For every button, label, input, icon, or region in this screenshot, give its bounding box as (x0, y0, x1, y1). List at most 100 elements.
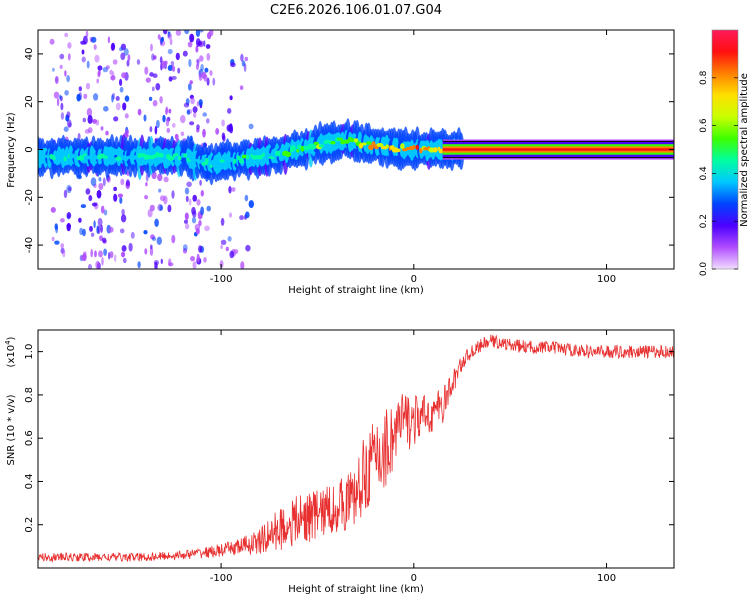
ridge-peak (198, 160, 203, 164)
noise-blob (156, 119, 160, 129)
noise-blob (103, 209, 108, 216)
y-tick-label: 1.0 (24, 344, 35, 360)
noise-blob (231, 187, 236, 192)
ridge-peak (365, 141, 372, 145)
ridge-peak (296, 149, 300, 153)
noise-blob (177, 67, 181, 74)
x-tick-label: 100 (597, 274, 616, 285)
spectrogram-y-axis: -40 -20 0 20 40 (24, 48, 674, 253)
noise-blob (109, 69, 113, 76)
noise-blob (127, 54, 131, 62)
noise-blob (203, 257, 207, 263)
noise-blob (199, 179, 202, 186)
noise-blob (90, 177, 97, 187)
noise-blob (196, 253, 200, 263)
noise-blob (113, 193, 118, 202)
noise-blob (187, 41, 193, 48)
noise-blob (157, 173, 163, 182)
noise-blob (204, 67, 209, 73)
noise-blob (91, 36, 97, 43)
noise-blob (244, 194, 249, 202)
noise-blob (151, 86, 155, 92)
noise-blob (87, 114, 93, 124)
ridge-peak (300, 145, 305, 152)
noise-blob (88, 195, 93, 202)
noise-blob (200, 190, 204, 197)
noise-blob (240, 53, 244, 62)
noise-blob (190, 96, 195, 105)
noise-blob (143, 114, 147, 122)
noise-blob (151, 171, 157, 180)
noise-blob (137, 108, 142, 116)
ridge-peak (204, 157, 209, 164)
noise-blob (83, 93, 88, 100)
noise-blob (107, 36, 111, 44)
noise-blob (82, 117, 87, 123)
ridge-peak (238, 158, 244, 164)
noise-blob (101, 237, 107, 243)
noise-blob (120, 52, 126, 61)
ridge-peak (433, 147, 438, 153)
noise-blob (82, 228, 86, 237)
noise-blob (222, 135, 226, 142)
noise-blob (167, 65, 173, 71)
noise-blob (88, 263, 92, 269)
steady-line-band (442, 148, 674, 151)
noise-blob (215, 127, 220, 135)
noise-blob (60, 243, 65, 249)
y-tick-label: 0.8 (24, 387, 35, 403)
noise-blob (167, 204, 172, 213)
ridge-peak (183, 153, 188, 158)
noise-blob (51, 236, 55, 242)
noise-blob (163, 176, 169, 183)
noise-blob (202, 112, 207, 117)
ridge-peak (109, 152, 114, 157)
noise-blob (78, 86, 83, 92)
noise-blob (205, 44, 211, 49)
noise-blob (192, 106, 198, 113)
noise-blob (244, 56, 249, 62)
ridge-peak (173, 153, 179, 157)
noise-blob (162, 114, 166, 123)
ridge-peak (86, 156, 94, 160)
noise-blob (248, 200, 254, 209)
noise-blob (151, 53, 155, 61)
noise-blob (93, 93, 99, 101)
noise-blob (82, 251, 87, 258)
noise-blob (67, 53, 71, 61)
noise-blob (201, 71, 207, 79)
noise-blob (96, 78, 99, 84)
noise-blob (67, 186, 72, 192)
noise-blob (101, 256, 104, 266)
noise-blob (119, 228, 125, 234)
ridge-peak (330, 140, 336, 145)
noise-blob (158, 188, 162, 193)
colorbar: 0.0 0.2 0.4 0.6 0.8 Normalized spectral ampl… (699, 29, 750, 276)
noise-blob (119, 86, 124, 93)
noise-blob (171, 234, 176, 244)
noise-blob (196, 124, 200, 130)
ridge-peak (59, 154, 65, 161)
noise-blob (120, 178, 125, 186)
noise-blob (120, 214, 127, 223)
noise-blob (121, 245, 127, 252)
noise-blob (230, 62, 236, 68)
noise-blob (115, 102, 121, 111)
ridge-peak (233, 158, 237, 164)
noise-blob (105, 130, 109, 136)
colorbar-tick-label: 0.8 (699, 70, 709, 85)
noise-blob (154, 218, 159, 227)
noise-blob (54, 76, 59, 84)
noise-blob (60, 247, 65, 254)
ridge-peak (318, 144, 325, 148)
noise-blob (206, 77, 210, 86)
noise-blob (162, 30, 168, 35)
noise-blob (195, 38, 201, 47)
noise-blob (167, 48, 173, 55)
noise-blob (198, 99, 203, 106)
colorbar-tick-label: 0.2 (699, 214, 709, 228)
noise-blob (152, 100, 158, 107)
noise-blob (107, 252, 111, 260)
noise-blob (102, 67, 109, 73)
ridge-peak (217, 161, 222, 166)
